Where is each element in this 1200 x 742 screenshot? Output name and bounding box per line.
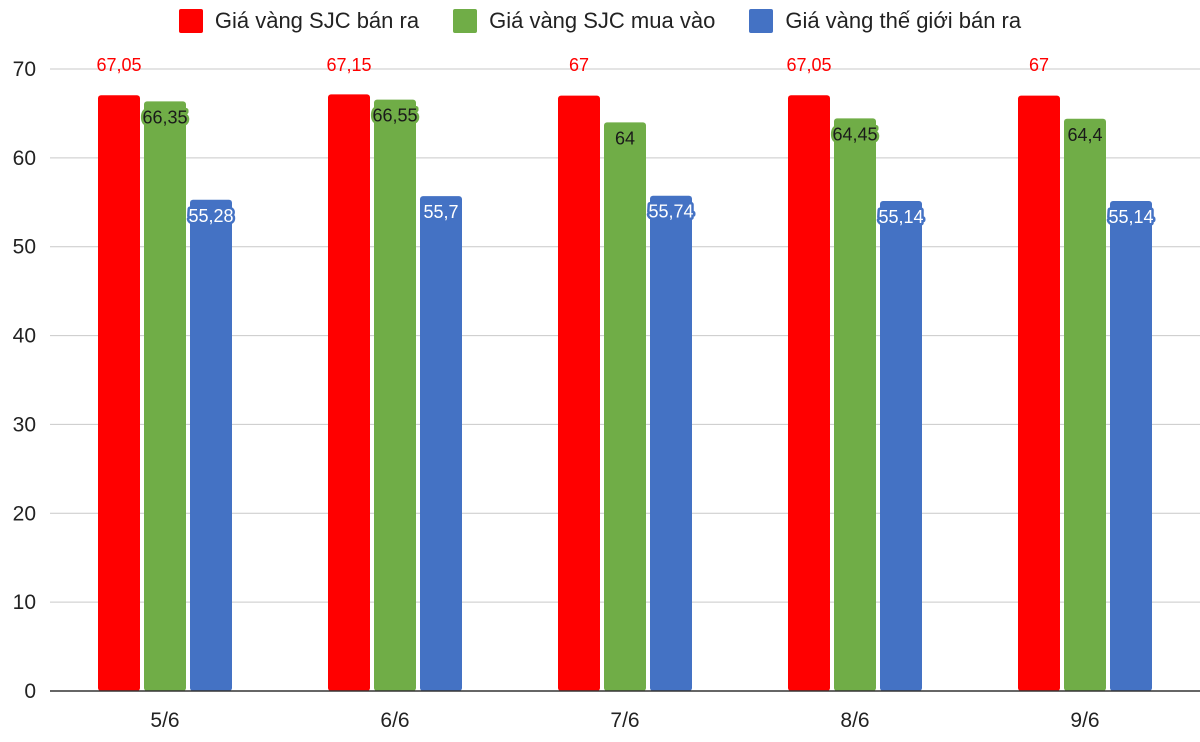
- data-label-halo: 55,14: [878, 207, 923, 227]
- legend-label-sjc-sell: Giá vàng SJC bán ra: [214, 8, 420, 33]
- y-tick-label: 60: [13, 147, 36, 170]
- legend-swatch-world-sell: [749, 9, 774, 33]
- data-label: 55,74: [648, 202, 693, 222]
- y-tick-label: 0: [24, 680, 36, 703]
- legend-item-sjc-sell[interactable]: Giá vàng SJC bán ra: [178, 8, 420, 34]
- bar-sjc-buy: [604, 122, 646, 692]
- y-tick-label: 40: [13, 325, 36, 348]
- bar-sjc-buy: [1064, 118, 1106, 691]
- legend-label-sjc-buy: Giá vàng SJC mua vào: [489, 8, 716, 33]
- bar-sjc-sell: [328, 94, 370, 692]
- legend: Giá vàng SJC bán ra Giá vàng SJC mua vào…: [0, 8, 1200, 34]
- data-label-halo: 55,74: [648, 202, 693, 222]
- bar-world-sell: [1110, 201, 1152, 691]
- bar-world-sell: [650, 195, 692, 692]
- data-label: 67,05: [96, 55, 141, 75]
- bar-world-sell: [880, 201, 922, 691]
- legend-swatch-sjc-buy: [453, 9, 478, 33]
- data-label: 67,05: [786, 55, 831, 75]
- x-tick-label: 7/6: [610, 709, 639, 732]
- bar-sjc-sell: [1018, 95, 1060, 691]
- data-label-halo: 66,35: [142, 107, 187, 127]
- data-label: 67: [1029, 55, 1049, 75]
- data-label: 55,28: [188, 206, 233, 226]
- legend-item-sjc-buy[interactable]: Giá vàng SJC mua vào: [453, 8, 715, 34]
- y-tick-label: 70: [13, 58, 36, 81]
- data-label: 66,55: [372, 106, 417, 126]
- x-tick-label: 6/6: [380, 709, 409, 732]
- legend-label-world-sell: Giá vàng thế giới bán ra: [785, 8, 1022, 33]
- data-label: 64,4: [1067, 125, 1102, 145]
- data-label-halo: 55,7: [423, 202, 458, 222]
- data-label: 55,14: [878, 207, 923, 227]
- data-label: 64,45: [832, 124, 877, 144]
- bar-sjc-sell: [788, 95, 830, 691]
- data-label-halo: 55,28: [188, 206, 233, 226]
- data-label: 64: [615, 128, 635, 148]
- x-tick-label: 5/6: [150, 709, 179, 732]
- bar-sjc-buy: [144, 101, 186, 691]
- data-label-halo: 64,45: [832, 124, 877, 144]
- data-label: 67: [569, 55, 589, 75]
- bar-world-sell: [420, 196, 462, 691]
- y-tick-label: 10: [13, 591, 36, 614]
- data-label: 67,15: [326, 55, 371, 75]
- data-label: 66,35: [142, 107, 187, 127]
- data-label-halo: 55,14: [1108, 207, 1153, 227]
- y-tick-label: 20: [13, 502, 36, 525]
- data-label: 55,14: [1108, 207, 1153, 227]
- y-tick-label: 30: [13, 413, 36, 436]
- x-tick-label: 9/6: [1070, 709, 1099, 732]
- data-label-halo: 64: [615, 128, 635, 148]
- bar-sjc-buy: [374, 99, 416, 692]
- data-label-halo: 66,55: [372, 106, 417, 126]
- bar-sjc-sell: [558, 95, 600, 691]
- legend-item-world-sell[interactable]: Giá vàng thế giới bán ra: [749, 8, 1021, 34]
- bar-sjc-sell: [98, 95, 140, 691]
- x-tick-label: 8/6: [840, 709, 869, 732]
- bar-sjc-buy: [834, 118, 876, 691]
- y-tick-label: 50: [13, 236, 36, 259]
- data-label: 55,7: [423, 202, 458, 222]
- legend-swatch-sjc-sell: [178, 9, 203, 33]
- data-label-halo: 64,4: [1067, 125, 1102, 145]
- bar-world-sell: [190, 199, 232, 691]
